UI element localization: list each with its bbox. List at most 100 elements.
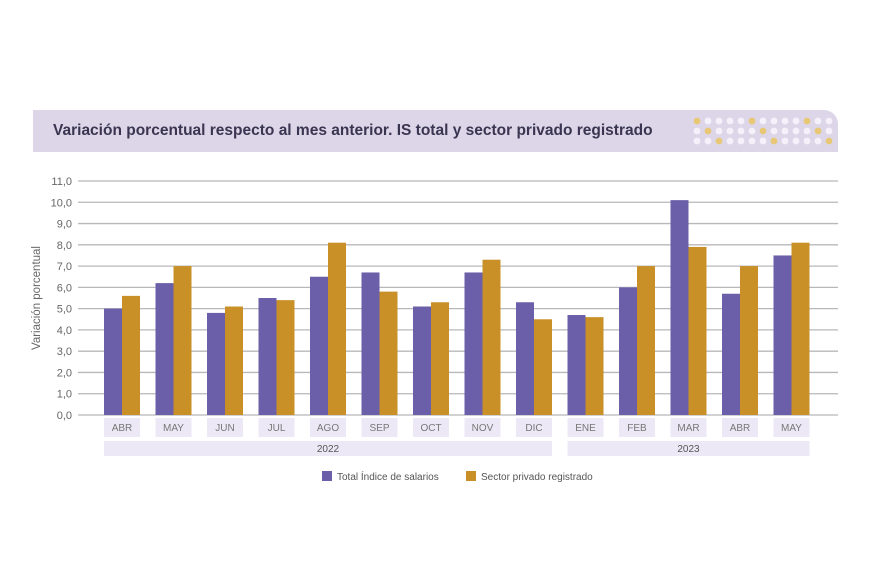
decorative-dot [737,117,745,125]
y-tick-label: 4,0 [57,325,72,337]
decorative-dot [704,137,712,145]
title-banner: Variación porcentual respecto al mes ant… [33,110,838,152]
decorative-dot [726,117,734,125]
decorative-dot [814,127,822,135]
bar-total [155,283,174,415]
year-band [567,441,810,456]
x-tick-label: MAY [781,423,802,434]
bar-privado [688,246,707,415]
decorative-dot [825,117,833,125]
decorative-dot [704,127,712,135]
x-tick-label: ABR [112,423,133,434]
legend-swatch [466,471,476,481]
decorative-dot [759,137,767,145]
y-tick-label: 8,0 [57,240,72,252]
bar-privado [225,306,243,415]
bar-privado [637,266,655,415]
category-label-box [258,418,295,437]
category-label-box [104,418,140,437]
decorative-dot [825,127,833,135]
category-label-box [670,418,707,437]
bar-privado [173,266,192,415]
decorative-dot [803,127,811,135]
bar-privado [379,291,398,415]
decorative-dot [726,137,734,145]
decorative-dot [693,127,701,135]
category-label-box [413,418,449,437]
x-tick-label: MAY [163,423,184,434]
decorative-dot [770,127,778,135]
y-tick-label: 0,0 [57,410,72,422]
bar-total [773,255,792,415]
x-tick-label: NOV [472,423,494,434]
decorative-dot [814,117,822,125]
y-tick-label: 2,0 [57,367,72,379]
y-tick-label: 3,0 [57,346,72,358]
category-label-box [464,418,501,437]
decorative-dot [715,137,723,145]
y-tick-label: 10,0 [51,197,72,209]
x-tick-label: DIC [525,423,542,434]
bar-total [516,302,534,415]
x-tick-label: SEP [369,423,389,434]
year-label: 2022 [317,444,340,455]
decorative-dot [715,127,723,135]
decorative-dot [825,137,833,145]
decorative-dot [781,127,789,135]
x-tick-label: JUN [215,423,234,434]
category-label-box [773,418,810,437]
bar-privado [585,317,604,415]
bar-total [413,306,431,415]
bar-total [207,312,225,415]
y-axis-label: Variación porcentual [31,246,43,350]
y-tick-label: 6,0 [57,282,72,294]
bar-total [567,315,586,415]
decorative-dot [792,127,800,135]
bar-total [464,272,483,415]
year-band [104,441,552,456]
bar-privado [534,319,552,415]
bar-privado [122,295,140,415]
category-label-box [722,418,758,437]
bar-privado [740,266,758,415]
y-tick-label: 5,0 [57,304,72,316]
legend-label: Total Índice de salarios [337,470,439,483]
decorative-dot [803,137,811,145]
decorative-dot [759,127,767,135]
y-tick-label: 1,0 [57,389,72,401]
decorative-dot [715,117,723,125]
decorative-dot [737,137,745,145]
category-label-box [516,418,552,437]
chart-title: Variación porcentual respecto al mes ant… [53,122,653,139]
category-label-box [567,418,604,437]
x-tick-label: ABR [730,423,751,434]
bar-total [310,276,328,415]
category-label-box [310,418,346,437]
category-label-box [207,418,243,437]
x-tick-label: FEB [627,423,647,434]
x-tick-label: MAR [677,423,699,434]
decorative-dot [770,137,778,145]
decorative-dot [814,137,822,145]
decorative-dot [748,127,756,135]
bar-total [722,293,740,415]
year-label: 2023 [677,444,700,455]
decorative-dot [693,137,701,145]
decorative-dot [803,117,811,125]
category-label-box [361,418,398,437]
y-tick-label: 9,0 [57,219,72,231]
x-tick-label: ENE [575,423,596,434]
bar-total [361,272,380,415]
bar-privado [328,242,346,415]
bar-total [670,200,689,415]
x-tick-label: OCT [420,423,441,434]
decorative-dot [792,117,800,125]
decorative-dot [726,127,734,135]
y-tick-label: 7,0 [57,261,72,273]
bar-total [258,298,277,415]
decorative-dot [693,117,701,125]
legend-label: Sector privado registrado [481,472,593,483]
bar-total [104,308,122,415]
bar-privado [791,242,810,415]
